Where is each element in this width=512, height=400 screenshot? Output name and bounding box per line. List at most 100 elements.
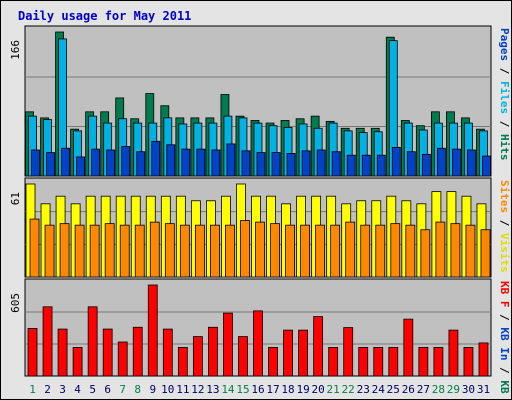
bar-pages-day-24: [376, 154, 386, 177]
bar-pages-day-27: [421, 153, 431, 177]
bar-pages-day-17: [271, 152, 281, 177]
day-label-29: 29: [447, 383, 460, 396]
day-label-10: 10: [161, 383, 174, 396]
bar-pages-day-10: [166, 144, 176, 177]
bar-sites-day-2: [44, 224, 55, 278]
bar-kb-f-day-18: [283, 329, 293, 377]
panel-hits_files_pages: 166 Pages / Files / Hits: [9, 25, 511, 177]
day-label-3: 3: [59, 383, 66, 396]
bar-sites-day-5: [89, 224, 100, 278]
bar-pages-day-16: [256, 152, 266, 177]
bar-pages-day-29: [452, 148, 461, 177]
day-label-26: 26: [402, 383, 415, 396]
legend-part-1: /: [498, 213, 511, 233]
legend-part-2: Files: [498, 81, 511, 114]
day-label-22: 22: [342, 383, 355, 396]
bar-sites-day-29: [450, 223, 461, 278]
bar-sites-day-27: [420, 229, 431, 278]
bar-pages-day-4: [76, 156, 86, 177]
day-label-20: 20: [312, 383, 325, 396]
day-label-11: 11: [176, 383, 189, 396]
legend-part-0: Sites: [498, 180, 511, 213]
day-label-25: 25: [387, 383, 400, 396]
bar-pages-day-1: [31, 149, 40, 177]
day-label-9: 9: [149, 383, 156, 396]
day-label-23: 23: [357, 383, 370, 396]
bar-kb-f-day-16: [253, 310, 263, 377]
bar-pages-day-13: [211, 149, 221, 177]
bar-kb-f-day-6: [102, 328, 113, 377]
bar-kb-f-day-25: [388, 347, 399, 377]
bar-sites-day-23: [360, 224, 371, 278]
day-label-30: 30: [462, 383, 475, 396]
bar-sites-day-17: [270, 223, 280, 278]
legend-part-0: KB F: [498, 281, 511, 308]
day-label-12: 12: [191, 383, 204, 396]
day-label-7: 7: [119, 383, 126, 396]
bar-kb-f-day-20: [313, 316, 324, 377]
bar-sites-day-30: [465, 224, 476, 278]
bar-sites-day-22: [345, 221, 356, 278]
day-label-27: 27: [417, 383, 430, 396]
bar-pages-day-25: [391, 146, 401, 177]
bar-kb-f-day-13: [207, 326, 218, 377]
bar-kb-f-day-7: [117, 341, 128, 377]
bar-sites-day-3: [59, 223, 70, 278]
bar-pages-day-21: [331, 151, 341, 177]
bar-sites-day-6: [104, 223, 115, 278]
legend-part-2: Visits: [498, 233, 511, 273]
bar-kb-f-day-14: [223, 312, 233, 377]
series-legend: KB F / KB In / KB Out: [498, 281, 511, 400]
bar-kb-f-day-3: [57, 328, 68, 377]
chart-title: Daily usage for May 2011: [18, 9, 191, 23]
bar-sites-day-12: [194, 224, 205, 278]
bar-pages-day-6: [106, 149, 116, 177]
bar-sites-day-7: [119, 224, 130, 278]
bar-kb-f-day-8: [132, 326, 143, 377]
bar-pages-day-19: [301, 150, 311, 177]
bar-pages-day-11: [181, 148, 191, 177]
day-label-28: 28: [432, 383, 445, 396]
bar-pages-day-22: [346, 154, 356, 177]
bar-kb-f-day-21: [328, 347, 339, 377]
bar-sites-day-11: [179, 224, 190, 278]
bar-sites-day-31: [480, 229, 491, 278]
bar-pages-day-3: [61, 147, 70, 177]
bar-pages-day-8: [136, 151, 146, 177]
bar-kb-f-day-12: [192, 336, 203, 377]
max-label: 166: [9, 40, 22, 60]
bar-kb-f-day-29: [448, 329, 459, 377]
bar-pages-day-31: [482, 155, 491, 177]
bar-kb-f-day-10: [162, 328, 173, 377]
bar-sites-day-13: [209, 224, 220, 278]
bar-sites-day-14: [225, 224, 235, 278]
bar-pages-day-5: [91, 148, 101, 177]
day-label-19: 19: [296, 383, 309, 396]
bar-kb-f-day-26: [403, 318, 414, 377]
bar-sites-day-26: [405, 224, 416, 278]
bar-pages-day-14: [226, 143, 236, 177]
bar-sites-day-28: [435, 221, 446, 278]
day-label-17: 17: [266, 383, 279, 396]
bar-kb-f-day-5: [87, 306, 98, 377]
bar-sites-day-21: [330, 224, 341, 278]
day-label-16: 16: [251, 383, 264, 396]
bar-kb-f-day-9: [147, 284, 158, 377]
day-label-4: 4: [74, 383, 81, 396]
bar-pages-day-28: [436, 147, 446, 177]
bar-pages-day-23: [361, 154, 371, 177]
max-label: 605: [9, 293, 22, 313]
bar-pages-day-26: [406, 151, 416, 177]
day-label-8: 8: [134, 383, 141, 396]
bar-pages-day-15: [241, 150, 251, 177]
bar-pages-day-30: [467, 149, 476, 177]
bar-kb-f-day-27: [418, 347, 429, 377]
legend-part-1: /: [498, 61, 511, 81]
bar-kb-f-day-24: [373, 347, 384, 377]
legend-part-1: /: [498, 308, 511, 328]
bar-pages-day-2: [46, 152, 55, 177]
legend-part-2: KB In: [498, 327, 511, 360]
day-label-6: 6: [104, 383, 111, 396]
day-label-2: 2: [44, 383, 51, 396]
